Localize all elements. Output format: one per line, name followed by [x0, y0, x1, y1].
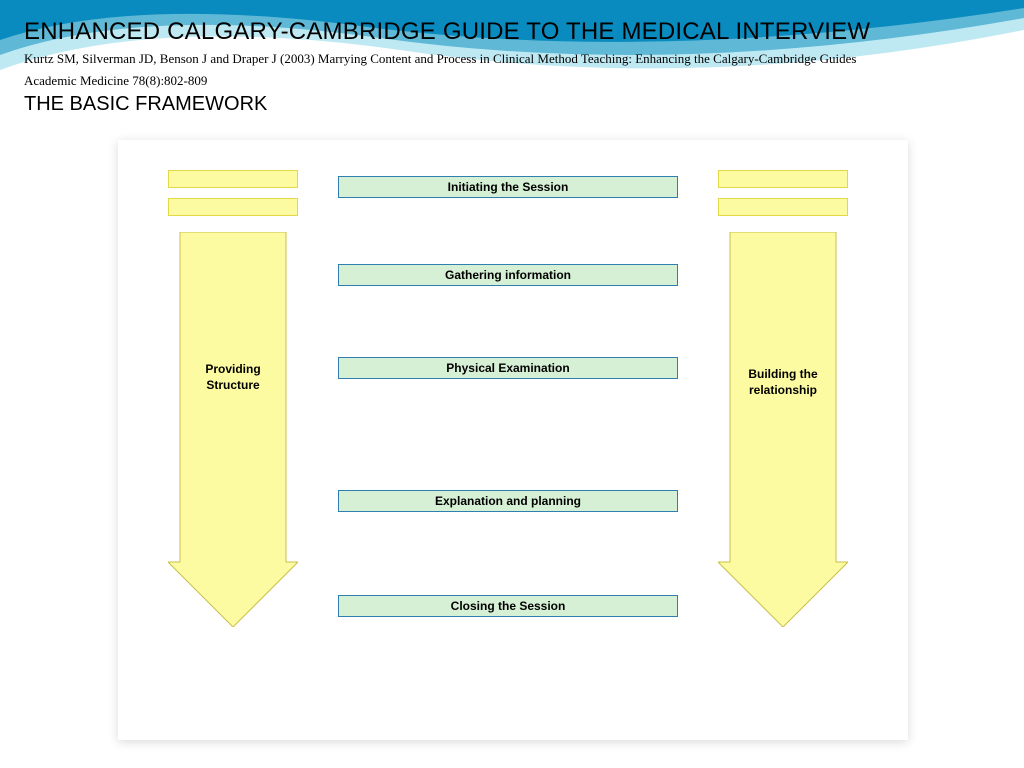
header-box-right-3 — [718, 198, 848, 216]
stage-box-1: Gathering information — [338, 264, 678, 286]
stage-box-0: Initiating the Session — [338, 176, 678, 198]
stage-box-4: Closing the Session — [338, 595, 678, 617]
citation-line-1: Kurtz SM, Silverman JD, Benson J and Dra… — [24, 50, 1000, 68]
header-box-left-1 — [168, 198, 298, 216]
stage-box-3: Explanation and planning — [338, 490, 678, 512]
arrow-label-left: ProvidingStructure — [168, 362, 298, 393]
diagram-canvas: Initiating the Session Gathering informat… — [118, 140, 908, 740]
citation-line-2: Academic Medicine 78(8):802-809 — [24, 72, 1000, 90]
page-subtitle: THE BASIC FRAMEWORK — [24, 93, 1000, 116]
arrow-right: Building therelationship — [718, 232, 848, 627]
arrow-left: ProvidingStructure — [168, 232, 298, 627]
header-box-right-2 — [718, 170, 848, 188]
arrow-label-right: Building therelationship — [718, 367, 848, 398]
header: ENHANCED CALGARY-CAMBRIDGE GUIDE TO THE … — [24, 18, 1000, 116]
page-title: ENHANCED CALGARY-CAMBRIDGE GUIDE TO THE … — [24, 18, 1000, 46]
header-box-left-0 — [168, 170, 298, 188]
stage-box-2: Physical Examination — [338, 357, 678, 379]
